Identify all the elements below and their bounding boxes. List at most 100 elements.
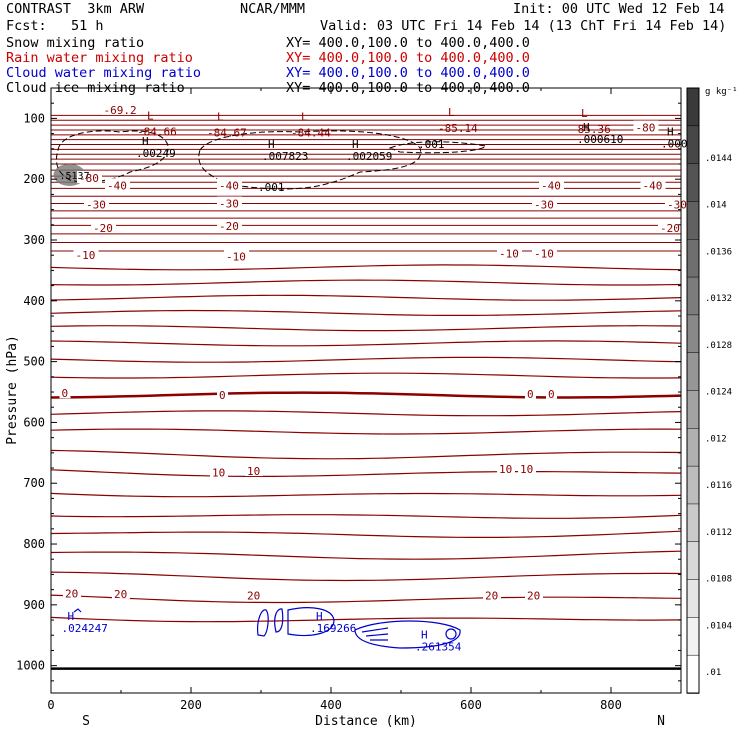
temperature-contour-label: -80 (636, 122, 656, 135)
temperature-contour-label: 10 (520, 463, 533, 476)
field-rain-name: Rain water mixing ratio (6, 50, 193, 66)
cloud-ice-max-label: .002059 (346, 150, 392, 163)
colorbar: g kg⁻¹ .0144 .014 .0136 .0132 .0128 .0124 .012.… (686, 87, 738, 694)
cloud-ice-contour-label: .001 (258, 181, 285, 194)
label-background (105, 178, 130, 191)
field-snow-name: Snow mixing ratio (6, 35, 145, 51)
temperature-contour-label: 20 (527, 590, 540, 603)
label-background (665, 197, 690, 210)
colorbar-segment (686, 428, 700, 467)
high-marker: H (583, 121, 590, 134)
temperature-contour-line (50, 616, 682, 623)
colorbar-tick-label: .0104 (705, 621, 732, 631)
cloud-ice-max-label: .0004 (661, 138, 694, 151)
colorbar-tick-label: .0108 (705, 575, 732, 585)
label-background (546, 386, 557, 399)
field-cloud-water-name: Cloud water mixing ratio (6, 65, 202, 81)
temperature-contour-line (50, 372, 682, 379)
cloud-ice-contour (56, 130, 169, 183)
high-marker: H (268, 138, 275, 151)
field-cloud-water-xy: XY= 400.0,100.0 to 400.0,400.0 (286, 65, 530, 81)
label-background (640, 178, 666, 191)
low-marker: L (581, 107, 588, 120)
temperature-contour-label: -10 (534, 247, 554, 260)
colorbar-segment (686, 654, 700, 694)
temperature-contour-line (50, 294, 682, 301)
x-end-label-north: N (657, 714, 665, 729)
y-tick-label: 200 (23, 172, 45, 186)
temperature-contour-label: 20 (485, 590, 498, 603)
colorbar-tick-label: .01 (705, 668, 721, 678)
temperature-contour-label: 10 (247, 465, 260, 478)
temperature-contour-label: 10 (499, 463, 512, 476)
label-background (532, 246, 557, 259)
field-rain-xy: XY= 400.0,100.0 to 400.0,400.0 (286, 50, 530, 66)
colorbar-segment (686, 503, 700, 543)
temperature-contour-line (50, 492, 682, 498)
colorbar-segment (686, 125, 700, 165)
x-end-label-south: S (82, 714, 90, 729)
y-axis-label: Pressure (hPa) (5, 335, 20, 445)
label-background (217, 219, 242, 232)
temperature-contour-line (50, 410, 682, 417)
high-marker: H (68, 610, 75, 623)
label-background (91, 220, 116, 233)
colorbar-segment (686, 314, 700, 354)
label-background (497, 246, 522, 259)
temperature-contour-line (50, 279, 682, 286)
colorbar-frame (686, 87, 700, 694)
temperature-contour-label: -10 (499, 247, 519, 260)
header-center-title: NCAR/MMM (240, 1, 306, 17)
low-value-label: -84.66 (137, 125, 177, 138)
colorbar-tick-label: .0132 (705, 294, 732, 304)
high-marker: H (667, 126, 674, 139)
x-tick-label: 0 (47, 698, 54, 712)
cloud-water-contour (361, 627, 389, 641)
colorbar-unit: g kg⁻¹ (705, 87, 738, 97)
colorbar-tick-label: .0144 (705, 154, 732, 164)
cloud-ice-max-label: .007823 (262, 150, 308, 163)
temperature-contour-line (50, 594, 682, 604)
temperature-contour-label: -40 (219, 179, 239, 192)
high-marker: H (421, 628, 428, 641)
label-background (217, 178, 242, 191)
label-background (217, 388, 228, 401)
cloud-water-contour (354, 620, 461, 649)
temperature-contour-line (50, 530, 682, 538)
temperature-contour-label: -30 (86, 199, 106, 212)
temperature-contour-label: 20 (65, 587, 78, 600)
temperature-contour-label: 20 (114, 588, 127, 601)
label-background (633, 120, 659, 133)
y-tick-label: 1000 (16, 659, 45, 673)
label-background (658, 220, 683, 233)
colorbar-tick-label: .014 (705, 201, 727, 211)
cloud-water-contour (257, 609, 269, 637)
header-init: Init: 00 UTC Wed 12 Feb 14 (513, 1, 725, 17)
label-background (84, 197, 109, 210)
temperature-contour-line (50, 428, 682, 435)
high-marker: H (316, 610, 323, 623)
temperature-contour-label: -30 (667, 199, 687, 212)
label-background (539, 178, 564, 191)
temperature-contour-label: 0 (62, 387, 69, 400)
temperature-contour-label: -30 (534, 199, 554, 212)
low-marker: L (448, 106, 455, 119)
colorbar-segment (686, 352, 700, 392)
cloud-water-max-label: .169266 (310, 622, 356, 635)
colorbar-segment (686, 541, 700, 581)
colorbar-segment (686, 579, 700, 619)
contour-labels: -69.2-80-80-40 -40 -40 -40-30 -30 -30 -30-20 -2… (59, 102, 694, 653)
temperature-contour-label: -30 (219, 198, 239, 211)
snow-max-label: .5137 (60, 171, 90, 182)
temperature-contour-label: -10 (76, 249, 96, 262)
temperature-contour-label: 20 (247, 590, 260, 603)
zero-degree-contour (50, 391, 682, 399)
x-axis-label: Distance (km) (315, 714, 417, 729)
colorbar-tick-label: .0112 (705, 528, 732, 538)
colorbar-segment (686, 87, 700, 127)
low-marker: L (217, 110, 224, 123)
colorbar-segment (686, 390, 700, 430)
field-snow-xy: XY= 400.0,100.0 to 400.0,400.0 (286, 35, 530, 51)
